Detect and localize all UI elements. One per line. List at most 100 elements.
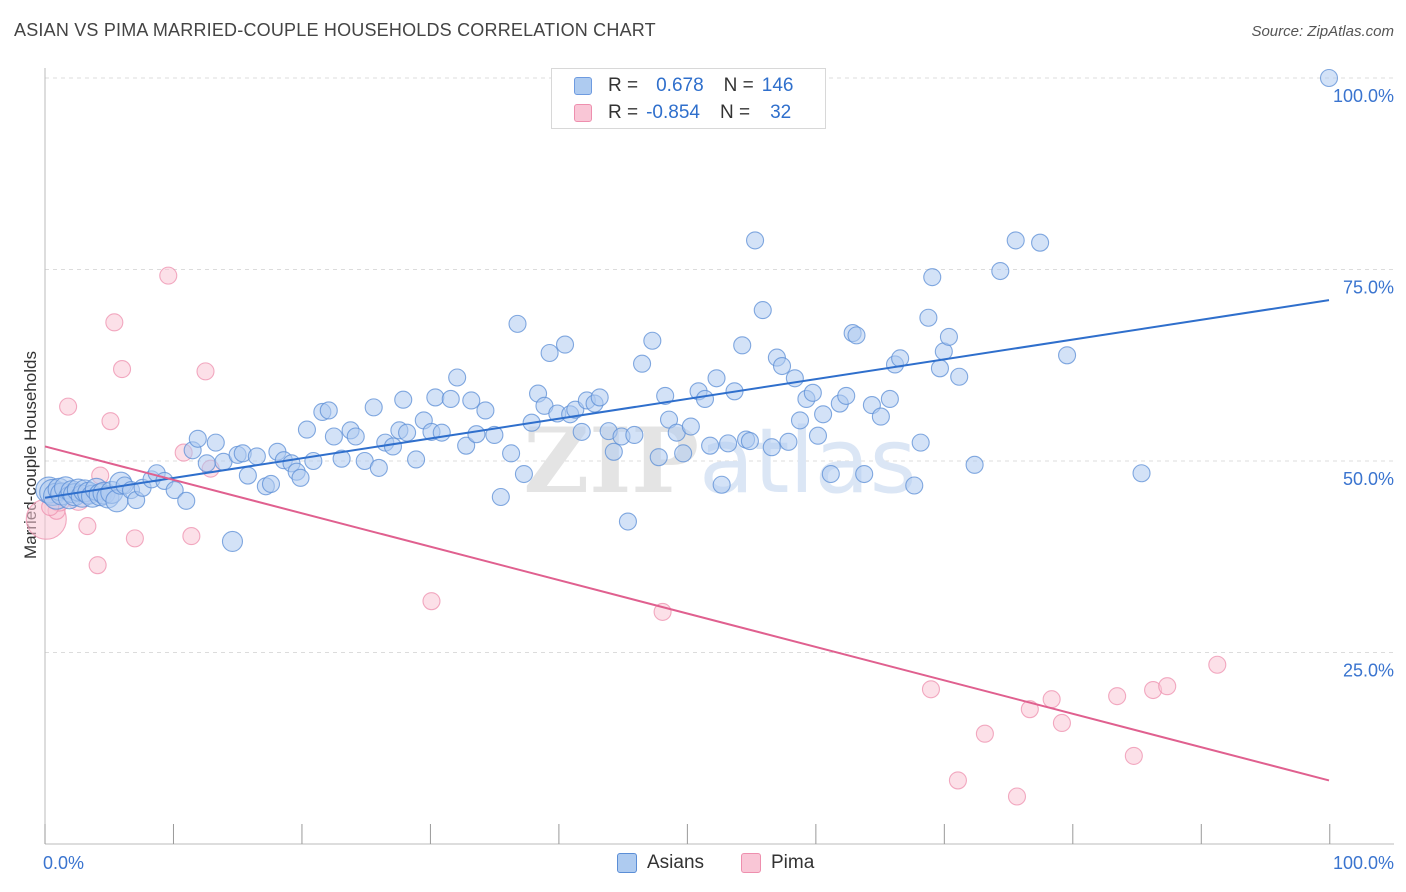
pima-point (422, 592, 441, 611)
asian-point (369, 458, 388, 477)
correlation-legend: R = 0.678 N = 146 R = -0.854 N = 32 (551, 68, 826, 129)
asian-point (332, 449, 351, 468)
pima-point (975, 724, 994, 743)
pima-point (921, 680, 941, 699)
pima-point (1052, 713, 1071, 733)
x-tick-label-max: 100.0% (1333, 853, 1394, 873)
pima-point (1020, 700, 1039, 719)
asian-point (790, 411, 810, 430)
pima-point (948, 771, 967, 790)
legend-r-label: R = (608, 102, 639, 123)
asian-point (604, 442, 623, 461)
pima-point (1158, 677, 1177, 696)
asian-point (1132, 464, 1151, 483)
asian-point (847, 326, 866, 345)
asians-label: Asians (647, 852, 705, 873)
asian-point (197, 454, 216, 473)
asian-point (772, 356, 792, 376)
asian-point (633, 354, 652, 373)
asian-point (740, 432, 759, 451)
asian-point (695, 389, 715, 409)
pima-point (88, 556, 107, 575)
trend-lines (44, 299, 1330, 782)
pima-point (105, 313, 124, 332)
asian-point (1031, 233, 1050, 252)
asian-point (324, 427, 343, 446)
asian-point (467, 425, 486, 444)
asian-point (618, 512, 637, 531)
asian-point (762, 438, 781, 457)
asian-point (540, 343, 559, 363)
asian-point (188, 429, 207, 448)
legend-row-asians: R = 0.678 N = 146 (574, 74, 793, 98)
asian-point (319, 401, 338, 420)
y-tick-label: 100.0% (1333, 86, 1394, 106)
legend-item-pima[interactable]: Pima (741, 852, 814, 874)
asian-point (247, 447, 266, 466)
asian-point (939, 327, 958, 346)
asian-point (238, 466, 257, 485)
asian-point (911, 433, 930, 452)
pima-point (182, 527, 201, 546)
pima-point (125, 529, 144, 548)
asian-point (491, 487, 510, 507)
y-tick-label: 50.0% (1343, 469, 1394, 489)
pima-point (78, 517, 97, 536)
asian-point (923, 268, 942, 287)
asian-point (291, 468, 310, 487)
asian-point (426, 388, 445, 407)
asian-point (441, 389, 460, 409)
asians-swatch (617, 853, 637, 873)
pima-swatch (741, 853, 761, 873)
asian-point (701, 436, 720, 455)
pima-point (1124, 746, 1143, 765)
asian-point (383, 437, 403, 456)
asian-point (1006, 231, 1025, 250)
asian-point (746, 231, 765, 250)
asian-point (950, 367, 969, 386)
asian-point (733, 336, 752, 355)
pima-point (1108, 687, 1127, 706)
watermark: ZIPatlas (524, 408, 917, 514)
pima-point (1042, 690, 1061, 709)
legend-r-value: -0.854 (646, 102, 700, 123)
asian-point (476, 401, 495, 420)
asian-point (707, 369, 726, 388)
pima-point (112, 360, 132, 379)
asian-point (808, 426, 828, 445)
asian-point (719, 434, 738, 453)
y-tick-label: 25.0% (1343, 661, 1394, 681)
asian-point (649, 448, 668, 467)
legend-row-pima: R = -0.854 N = 32 (574, 101, 791, 125)
legend-swatch-pima (574, 104, 592, 122)
pima-point (159, 266, 178, 285)
pima-point (1007, 787, 1027, 806)
asian-point (206, 433, 225, 452)
asian-point (572, 422, 591, 441)
asian-point (855, 464, 874, 484)
legend-item-asians[interactable]: Asians (617, 852, 704, 874)
series-legend: Asians Pima (0, 852, 1406, 878)
asian-point (779, 432, 798, 451)
asian-point (656, 386, 675, 405)
asian-point (555, 335, 575, 354)
asian-point (753, 301, 772, 320)
tick-labels: 25.0% 50.0% 75.0% 100.0% 0.0% 100.0% (43, 86, 1394, 873)
pima-points (25, 266, 1227, 806)
legend-n-label: N = (723, 75, 754, 96)
asian-point (930, 359, 949, 378)
legend-r-label: R = (608, 75, 639, 96)
asian-point (165, 481, 184, 500)
asian-point (485, 425, 504, 445)
asian-point (221, 530, 244, 552)
asian-point (462, 391, 481, 410)
asian-point (814, 405, 833, 424)
asian-point (590, 388, 609, 407)
asian-point (880, 389, 899, 409)
asian-point (502, 444, 521, 463)
axes (44, 68, 1394, 845)
legend-r-value: 0.678 (656, 75, 704, 96)
asian-point (712, 475, 731, 494)
asian-point (674, 444, 693, 463)
legend-n-label: N = (719, 102, 751, 123)
